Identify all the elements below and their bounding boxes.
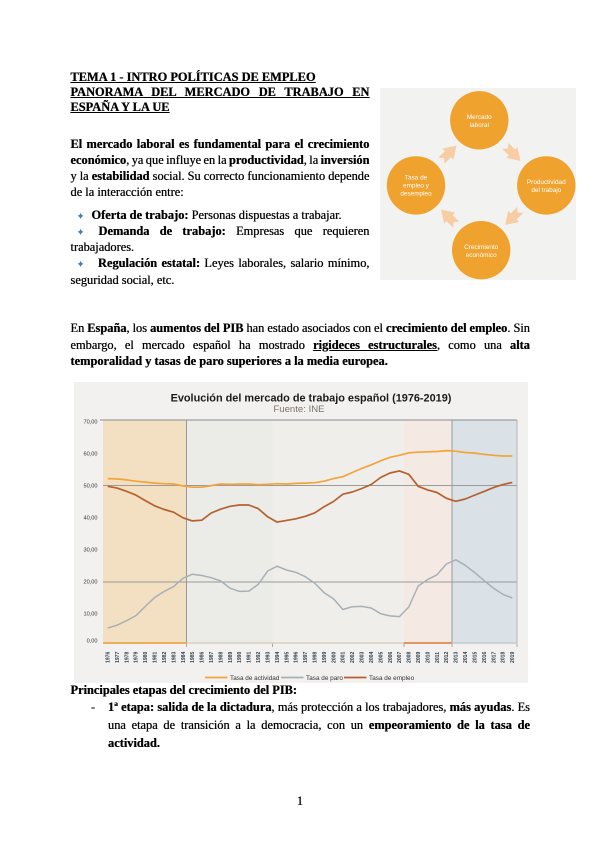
svg-text:1977: 1977	[115, 652, 121, 663]
svg-text:2004: 2004	[369, 652, 375, 663]
svg-text:Tasa de empleo: Tasa de empleo	[369, 675, 415, 682]
svg-text:Tasa de paro: Tasa de paro	[306, 675, 343, 682]
svg-text:1989: 1989	[228, 652, 234, 663]
svg-text:1992: 1992	[256, 652, 262, 663]
svg-text:1987: 1987	[209, 652, 215, 663]
svg-text:2018: 2018	[501, 652, 507, 663]
svg-text:1981: 1981	[153, 652, 159, 663]
svg-text:2008: 2008	[407, 652, 413, 663]
svg-text:1982: 1982	[162, 652, 168, 663]
svg-text:1980: 1980	[143, 652, 149, 663]
svg-text:2011: 2011	[435, 652, 441, 663]
svg-text:Tasa de: Tasa de	[405, 175, 428, 182]
svg-text:2006: 2006	[388, 652, 394, 663]
svg-text:2002: 2002	[350, 652, 356, 663]
svg-text:2007: 2007	[397, 652, 403, 663]
svg-text:1985: 1985	[190, 652, 196, 663]
svg-text:20,00: 20,00	[84, 579, 98, 585]
svg-text:1979: 1979	[134, 652, 140, 663]
svg-text:1984: 1984	[181, 652, 187, 663]
svg-text:1997: 1997	[303, 652, 309, 663]
svg-text:1993: 1993	[266, 652, 272, 663]
svg-text:1976: 1976	[106, 652, 112, 663]
svg-text:2019: 2019	[510, 652, 516, 663]
svg-text:1983: 1983	[171, 652, 177, 663]
svg-text:1995: 1995	[284, 652, 290, 663]
svg-text:1986: 1986	[200, 652, 206, 663]
svg-text:Tasa de actividad: Tasa de actividad	[230, 675, 280, 682]
svg-text:desempleo: desempleo	[400, 191, 432, 198]
svg-text:laboral: laboral	[470, 122, 489, 129]
svg-text:70,00: 70,00	[84, 419, 98, 425]
svg-text:10,00: 10,00	[84, 611, 98, 617]
svg-text:2017: 2017	[491, 652, 497, 663]
svg-text:2010: 2010	[425, 652, 431, 663]
svg-text:2005: 2005	[378, 652, 384, 663]
svg-text:0,00: 0,00	[87, 639, 98, 645]
svg-text:1990: 1990	[237, 652, 243, 663]
svg-text:empleo y: empleo y	[403, 183, 430, 190]
svg-text:1996: 1996	[294, 652, 300, 663]
svg-text:1978: 1978	[124, 652, 130, 663]
svg-text:2013: 2013	[454, 652, 460, 663]
svg-text:1988: 1988	[218, 652, 224, 663]
svg-text:Evolución del mercado de traba: Evolución del mercado de trabajo español…	[171, 392, 452, 404]
svg-text:60,00: 60,00	[84, 451, 98, 457]
svg-text:Fuente: INE: Fuente: INE	[273, 404, 324, 415]
svg-text:2003: 2003	[360, 652, 366, 663]
svg-text:1999: 1999	[322, 652, 328, 663]
svg-text:Crecimiento: Crecimiento	[464, 244, 499, 251]
svg-text:del trabajo: del trabajo	[531, 187, 561, 194]
svg-text:2016: 2016	[482, 652, 488, 663]
svg-text:2009: 2009	[416, 652, 422, 663]
svg-text:económico: económico	[466, 252, 497, 259]
svg-text:2014: 2014	[463, 652, 469, 663]
svg-text:Productividad: Productividad	[527, 179, 566, 186]
svg-text:2012: 2012	[444, 652, 450, 663]
svg-text:2015: 2015	[473, 652, 479, 663]
svg-text:2000: 2000	[331, 652, 337, 663]
svg-text:Mercado: Mercado	[467, 114, 492, 121]
svg-text:40,00: 40,00	[84, 515, 98, 521]
svg-text:30,00: 30,00	[84, 547, 98, 553]
svg-text:1994: 1994	[275, 652, 281, 663]
svg-text:50,00: 50,00	[84, 483, 98, 489]
svg-text:2001: 2001	[341, 652, 347, 663]
svg-text:1998: 1998	[313, 652, 319, 663]
svg-text:1991: 1991	[247, 652, 253, 663]
